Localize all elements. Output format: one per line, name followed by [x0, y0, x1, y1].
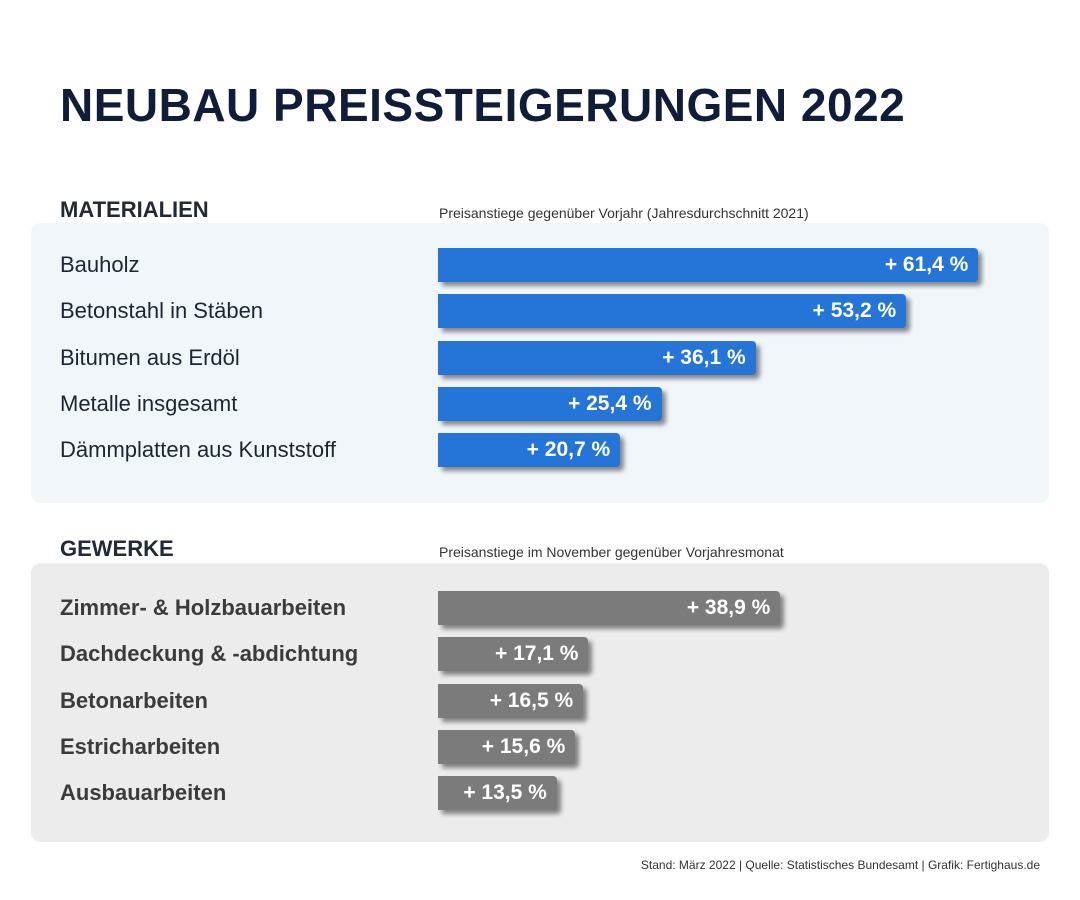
gewerke-bar-value-label: + 16,5 %	[489, 688, 574, 712]
gewerke-bar-value-label: + 13,5 %	[463, 781, 547, 805]
gewerke-bar: + 38,9 %	[438, 591, 781, 625]
gewerke-bar: + 17,1 %	[438, 637, 589, 672]
source-footer: Stand: März 2022 | Quelle: Statistisches…	[640, 858, 1040, 872]
materialien-subtitle: Preisanstiege gegenüber Vorjahr (Jahresd…	[439, 205, 809, 221]
materialien-category-label: Bitumen aus Erdöl	[60, 344, 240, 370]
materialien-bar-value-label: + 53,2 %	[812, 299, 897, 323]
gewerke-bar-value-label: + 38,9 %	[686, 596, 771, 619]
gewerke-subtitle: Preisanstiege im November gegenüber Vorj…	[439, 544, 784, 560]
materialien-category-label: Betonstahl in Stäben	[60, 298, 264, 324]
materialien-category-label: Dämmplatten aus Kunststoff	[60, 437, 336, 463]
gewerke-category-label: Betonarbeiten	[60, 687, 208, 713]
gewerke-bar: + 16,5 %	[438, 683, 584, 718]
gewerke-bar-value-label: + 17,1 %	[494, 642, 579, 666]
materialien-bar: + 20,7 %	[438, 433, 621, 468]
gewerke-heading: GEWERKE	[60, 536, 174, 561]
materialien-category-label: Bauholz	[60, 252, 140, 277]
gewerke-category-label: Dachdeckung & -abdichtung	[60, 641, 359, 667]
materialien-bar-value-label: + 61,4 %	[884, 253, 969, 276]
materialien-bar: + 61,4 %	[438, 248, 979, 282]
materialien-heading: MATERIALIEN	[60, 197, 209, 222]
gewerke-category-label: Estricharbeiten	[60, 733, 221, 759]
materialien-bar-value-label: + 25,4 %	[568, 391, 652, 415]
materialien-bar: + 53,2 %	[438, 294, 907, 329]
materialien-category-label: Metalle insgesamt	[60, 390, 238, 416]
materialien-bar: + 25,4 %	[438, 386, 662, 421]
gewerke-category-label: Ausbauarbeiten	[60, 780, 227, 806]
page-title: NEUBAU PREISSTEIGERUNGEN 2022	[60, 79, 906, 131]
materialien-bar-value-label: + 20,7 %	[526, 438, 611, 462]
materialien-bar: + 36,1 %	[438, 340, 756, 375]
gewerke-category-label: Zimmer- & Holzbauarbeiten	[60, 595, 347, 620]
gewerke-bar-value-label: + 15,6 %	[481, 734, 566, 758]
gewerke-bar: + 13,5 %	[438, 776, 557, 811]
gewerke-bar: + 15,6 %	[438, 729, 576, 764]
materialien-bar-value-label: + 36,1 %	[662, 345, 746, 369]
